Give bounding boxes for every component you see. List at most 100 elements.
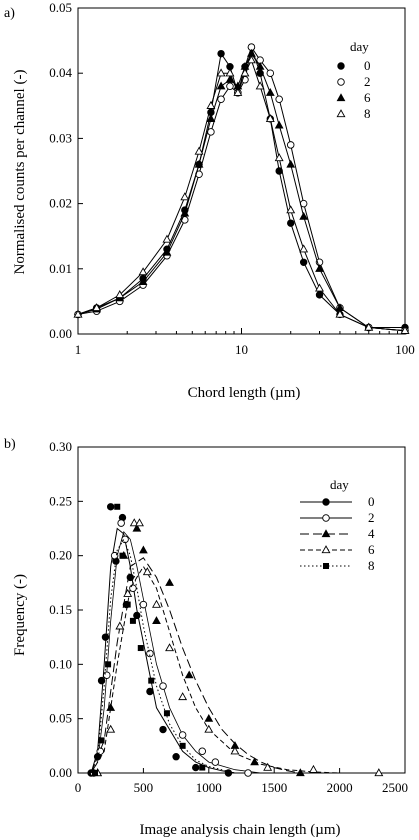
panel-a-x-tick-label: 10 bbox=[235, 342, 248, 357]
panel-a-data-point bbox=[240, 68, 250, 77]
panel-b-data-point bbox=[133, 611, 141, 620]
panel-b-legend-marker bbox=[321, 529, 331, 538]
panel-b-data-point bbox=[115, 621, 125, 630]
panel-a-legend-title: day bbox=[350, 39, 369, 54]
panel-a-series-8 bbox=[73, 55, 410, 334]
panel-a-data-point bbox=[162, 247, 172, 256]
panel-a-data-point bbox=[138, 277, 148, 285]
panel-a-data-point bbox=[299, 211, 309, 220]
panel-b-data-point bbox=[142, 567, 152, 576]
panel-b-series-line bbox=[90, 527, 236, 774]
panel-a-label: a) bbox=[4, 6, 15, 21]
panel-a-data-point bbox=[206, 100, 216, 109]
panel-a: a) 0.00 0.01 0.02 0.03 0.04 0.05 1 10 100 day 02… bbox=[4, 0, 415, 401]
panel-b-data-point bbox=[106, 724, 116, 733]
panel-a-data-point bbox=[364, 322, 374, 331]
panel-b-y-tick-label: 0.25 bbox=[49, 493, 72, 508]
panel-b-data-point bbox=[101, 633, 110, 641]
panel-b-data-point bbox=[114, 503, 121, 510]
panel-b-series-line bbox=[90, 565, 340, 774]
panel-a-data-point bbox=[287, 219, 295, 227]
panel-a-data-point bbox=[225, 68, 235, 77]
panel-a-data-point bbox=[255, 81, 265, 90]
panel-b-data-point bbox=[199, 764, 206, 771]
panel-b-data-point bbox=[178, 692, 188, 701]
panel-a-data-point bbox=[315, 264, 324, 272]
panel-b-data-point bbox=[146, 649, 154, 658]
panel-b-ticks: 0.00 0.05 0.10 0.15 0.20 0.25 0.30 0 500 1000 1500… bbox=[49, 439, 408, 795]
panel-a-data-point bbox=[92, 303, 102, 312]
panel-b-data-point bbox=[129, 584, 137, 593]
panel-a-data-point bbox=[216, 68, 226, 77]
panel-a-data-point bbox=[225, 75, 235, 83]
panel-a-data-point bbox=[115, 290, 125, 299]
panel-b-legend-marker bbox=[323, 563, 329, 569]
panel-a-data-point bbox=[275, 95, 283, 104]
panel-a-data-point bbox=[194, 159, 204, 168]
panel-a-data-point bbox=[335, 309, 345, 318]
panel-b-data-point bbox=[211, 758, 220, 766]
panel-b-series-6 bbox=[90, 518, 384, 777]
panel-b-data-point bbox=[117, 519, 125, 527]
panel-a-legend-entry: 6 bbox=[364, 90, 371, 105]
panel-b-data-point bbox=[165, 578, 174, 586]
panel-a-data-point bbox=[194, 146, 204, 155]
panel-b-y-tick-label: 0.00 bbox=[49, 765, 72, 780]
panel-b: b) 0.00 0.05 0.10 0.15 0.20 0.25 0.30 0 500 1000 1… bbox=[4, 437, 408, 838]
panel-b-x-tick-label: 2000 bbox=[327, 780, 353, 795]
panel-b-series-line bbox=[90, 538, 236, 774]
panel-a-data-point bbox=[265, 114, 275, 122]
panel-b-y-tick-label: 0.20 bbox=[49, 548, 72, 563]
panel-b-legend-entry: 0 bbox=[368, 494, 375, 509]
panel-b-data-point bbox=[198, 747, 207, 756]
panel-a-y-tick-label: 0.04 bbox=[49, 65, 72, 80]
panel-b-x-tick-label: 1000 bbox=[196, 780, 222, 795]
panel-a-data-point bbox=[206, 114, 216, 122]
panel-a-y-tick-label: 0.00 bbox=[49, 326, 72, 341]
panel-a-data-point bbox=[180, 208, 190, 217]
panel-b-legend-marker bbox=[322, 514, 330, 522]
panel-a-data-point bbox=[274, 153, 284, 162]
panel-a-data-point bbox=[180, 192, 190, 201]
panel-b-legend-marker bbox=[322, 498, 330, 506]
panel-b-y-tick-label: 0.30 bbox=[49, 439, 72, 454]
panel-a-data-point bbox=[73, 309, 83, 318]
panel-a-plot-frame bbox=[77, 7, 406, 335]
panel-a-legend-marker bbox=[337, 62, 345, 70]
panel-a-data-point bbox=[226, 82, 234, 90]
panel-a-data-point bbox=[286, 159, 296, 168]
panel-a-legend-entry: 8 bbox=[364, 106, 371, 121]
panel-a-data-point bbox=[217, 95, 225, 104]
panel-b-data-point bbox=[106, 503, 115, 511]
panel-a-x-tick-label: 1 bbox=[75, 342, 82, 357]
panel-a-data-point bbox=[216, 81, 226, 90]
panel-b-data-point bbox=[184, 670, 194, 679]
panel-b-data-point bbox=[135, 518, 144, 527]
panel-b-data-point bbox=[178, 731, 187, 739]
panel-a-series-line bbox=[77, 45, 406, 332]
panel-b-data-point bbox=[146, 687, 154, 696]
panel-a-series bbox=[73, 43, 410, 335]
panel-b-series-4 bbox=[90, 523, 305, 777]
panel-b-data-point bbox=[92, 770, 99, 776]
panel-b-legend-entry: 8 bbox=[368, 558, 375, 573]
panel-b-y-tick-label: 0.10 bbox=[49, 656, 72, 671]
panel-a-data-point bbox=[286, 141, 295, 149]
panel-b-data-point bbox=[244, 769, 252, 777]
panel-b-series bbox=[87, 503, 384, 777]
panel-a-y-tick-label: 0.03 bbox=[49, 130, 72, 145]
panel-a-y-axis-label: Normalised counts per channel (-) bbox=[12, 70, 28, 275]
panel-a-series-line bbox=[77, 58, 406, 332]
panel-b-data-point bbox=[204, 724, 214, 733]
panel-a-data-point bbox=[274, 120, 284, 129]
panel-a-y-tick-label: 0.01 bbox=[49, 261, 72, 276]
panel-a-legend-marker bbox=[337, 78, 345, 86]
panel-b-data-point bbox=[129, 518, 139, 527]
panel-b-data-point bbox=[163, 710, 170, 717]
panel-b-x-tick-label: 2500 bbox=[382, 780, 408, 795]
panel-b-label: b) bbox=[4, 437, 16, 452]
panel-a-data-point bbox=[266, 69, 275, 77]
panel-a-data-point bbox=[286, 205, 296, 214]
panel-a-x-tick-label: 100 bbox=[395, 342, 415, 357]
